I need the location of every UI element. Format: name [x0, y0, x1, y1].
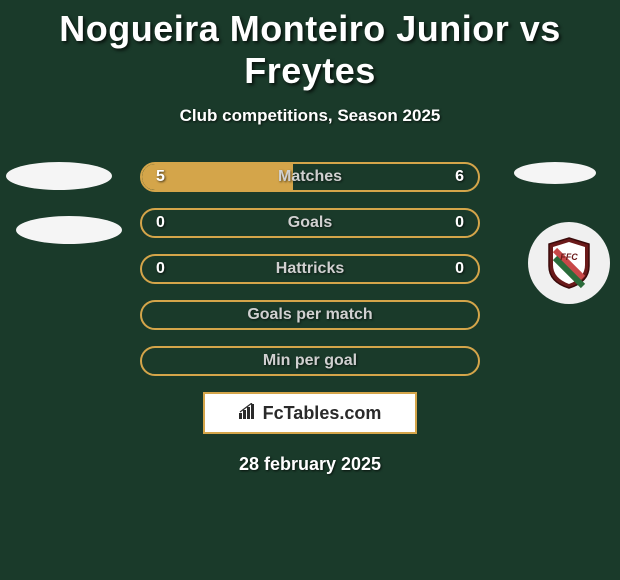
- stat-left-value: 0: [156, 260, 176, 278]
- svg-text:FFC: FFC: [560, 252, 578, 262]
- watermark-text: FcTables.com: [239, 403, 382, 424]
- club-shield-icon: FFC: [545, 236, 593, 290]
- comparison-title: Nogueira Monteiro Junior vs Freytes: [0, 0, 620, 92]
- stat-label: Min per goal: [263, 352, 357, 370]
- date-line: 28 february 2025: [0, 454, 620, 475]
- player-left-avatar-placeholder-1: [6, 162, 112, 190]
- stat-label: Goals per match: [247, 306, 372, 324]
- player-right-avatar-placeholder: [514, 162, 596, 184]
- watermark-box: FcTables.com: [203, 392, 417, 434]
- stat-right-value: 6: [444, 168, 464, 186]
- stat-right-value: 0: [444, 260, 464, 278]
- player-left-avatar-placeholder-2: [16, 216, 122, 244]
- stat-left-value: 5: [156, 168, 176, 186]
- stat-row-min-per-goal: Min per goal: [140, 346, 480, 376]
- stat-row-hattricks: 0 Hattricks 0: [140, 254, 480, 284]
- stat-label: Hattricks: [276, 260, 344, 278]
- stat-row-goals-per-match: Goals per match: [140, 300, 480, 330]
- stat-label: Matches: [278, 168, 342, 186]
- stat-row-goals: 0 Goals 0: [140, 208, 480, 238]
- watermark-label: FcTables.com: [263, 403, 382, 424]
- club-logo-right: FFC: [528, 222, 610, 304]
- stat-rows: 5 Matches 6 0 Goals 0 0 Hattricks 0 Goal…: [140, 162, 480, 376]
- comparison-subtitle: Club competitions, Season 2025: [0, 106, 620, 126]
- stat-right-value: 0: [444, 214, 464, 232]
- stat-left-value: 0: [156, 214, 176, 232]
- stat-label: Goals: [288, 214, 332, 232]
- content-area: FFC 5 Matches 6 0 Goals 0 0 Hattricks 0 …: [0, 162, 620, 475]
- chart-bars-icon: [239, 403, 259, 424]
- stat-row-matches: 5 Matches 6: [140, 162, 480, 192]
